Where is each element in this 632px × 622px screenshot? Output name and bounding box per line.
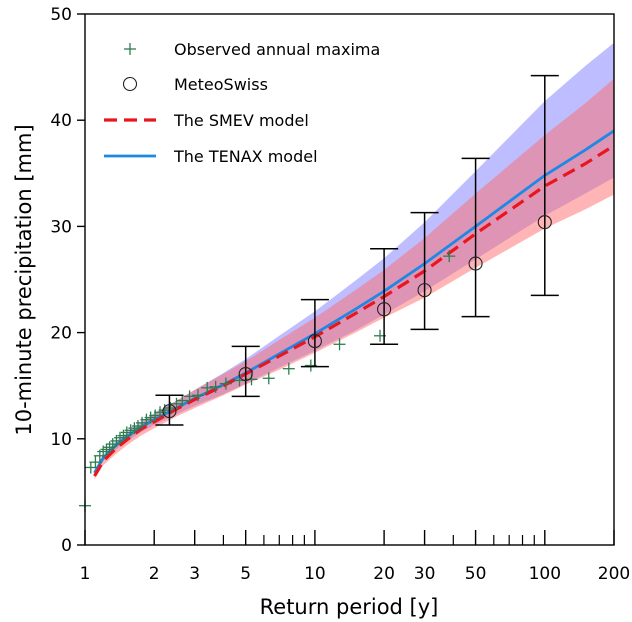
circle-marker [537, 215, 552, 230]
legend-item: MeteoSwiss [122, 75, 268, 94]
x-tick-label: 1 [80, 564, 91, 584]
meteoswiss-point [530, 74, 559, 297]
y-tick-label: 50 [50, 5, 72, 25]
observed-maximum-point [201, 381, 214, 394]
observed-maximum-point [183, 390, 196, 403]
observed-maximum-point [443, 250, 456, 263]
observed-maximum-point [282, 362, 295, 375]
circle-marker [238, 366, 253, 382]
x-tick-label: 5 [240, 564, 251, 584]
x-tick-label: 10 [304, 564, 326, 584]
y-axis: 0 10 20 30 40 50 [50, 5, 85, 556]
observed-maximum-point [191, 389, 204, 402]
x-tick-label: 3 [189, 564, 200, 584]
meteoswiss-point [231, 345, 260, 398]
x-tick-label: 20 [373, 564, 395, 584]
circle-marker [417, 283, 432, 298]
legend-item: Observed annual maxima [124, 40, 380, 59]
observed-maximum-point [100, 443, 113, 456]
circle-marker [162, 404, 177, 419]
observed-maximum-point [89, 456, 102, 469]
x-tick-label: 200 [598, 564, 630, 584]
circle-marker [468, 256, 483, 271]
x-axis: 1 2 3 5 10 20 30 50 100 200 [80, 530, 630, 584]
y-tick-label: 30 [50, 217, 72, 237]
legend-label: Observed annual maxima [174, 40, 380, 59]
meteoswiss-point [155, 394, 184, 426]
plot-frame [84, 13, 615, 546]
legend-item: The TENAX model [104, 147, 318, 166]
legend-item: The SMEV model [104, 111, 309, 130]
legend-circle [122, 76, 138, 92]
x-tick-label: 2 [149, 564, 160, 584]
legend-label: The SMEV model [173, 111, 309, 130]
observed-maximum-point [170, 397, 183, 410]
uncertainty-band [94, 78, 614, 480]
observed-maximum-point [219, 377, 232, 390]
circle-marker [377, 302, 392, 317]
observed-maximum-point [333, 338, 346, 351]
y-tick-label: 40 [50, 111, 72, 131]
observed-maximum-point [164, 402, 177, 415]
observed-maximum-point [209, 380, 222, 393]
observation-points [79, 74, 559, 512]
observed-maximum-point [97, 445, 110, 458]
observed-maximum-point [103, 441, 116, 454]
observed-maximum-point [262, 372, 275, 385]
observed-maximum-point [117, 429, 130, 442]
y-tick-label: 0 [61, 536, 72, 556]
meteoswiss-point [370, 247, 399, 346]
legend-label: MeteoSwiss [174, 75, 268, 94]
meteoswiss-point [461, 157, 490, 318]
x-tick-label: 50 [465, 564, 487, 584]
x-tick-label: 30 [414, 564, 436, 584]
legend: Observed annual maxima MeteoSwiss The SMEV… [104, 40, 380, 166]
y-tick-label: 10 [50, 430, 72, 450]
observed-maximum-point [149, 409, 162, 422]
meteoswiss-point [300, 298, 329, 368]
meteoswiss-point [410, 211, 439, 331]
uncertainty-bands [94, 42, 614, 480]
observed-maximum-point [176, 394, 189, 407]
y-tick-label: 20 [50, 324, 72, 344]
x-axis-title: Return period [y] [260, 595, 439, 619]
circle-marker [307, 334, 322, 349]
x-tick-label: 100 [529, 564, 561, 584]
legend-label: The TENAX model [173, 147, 318, 166]
y-axis-title: 10-minute precipitation [mm] [12, 124, 36, 435]
